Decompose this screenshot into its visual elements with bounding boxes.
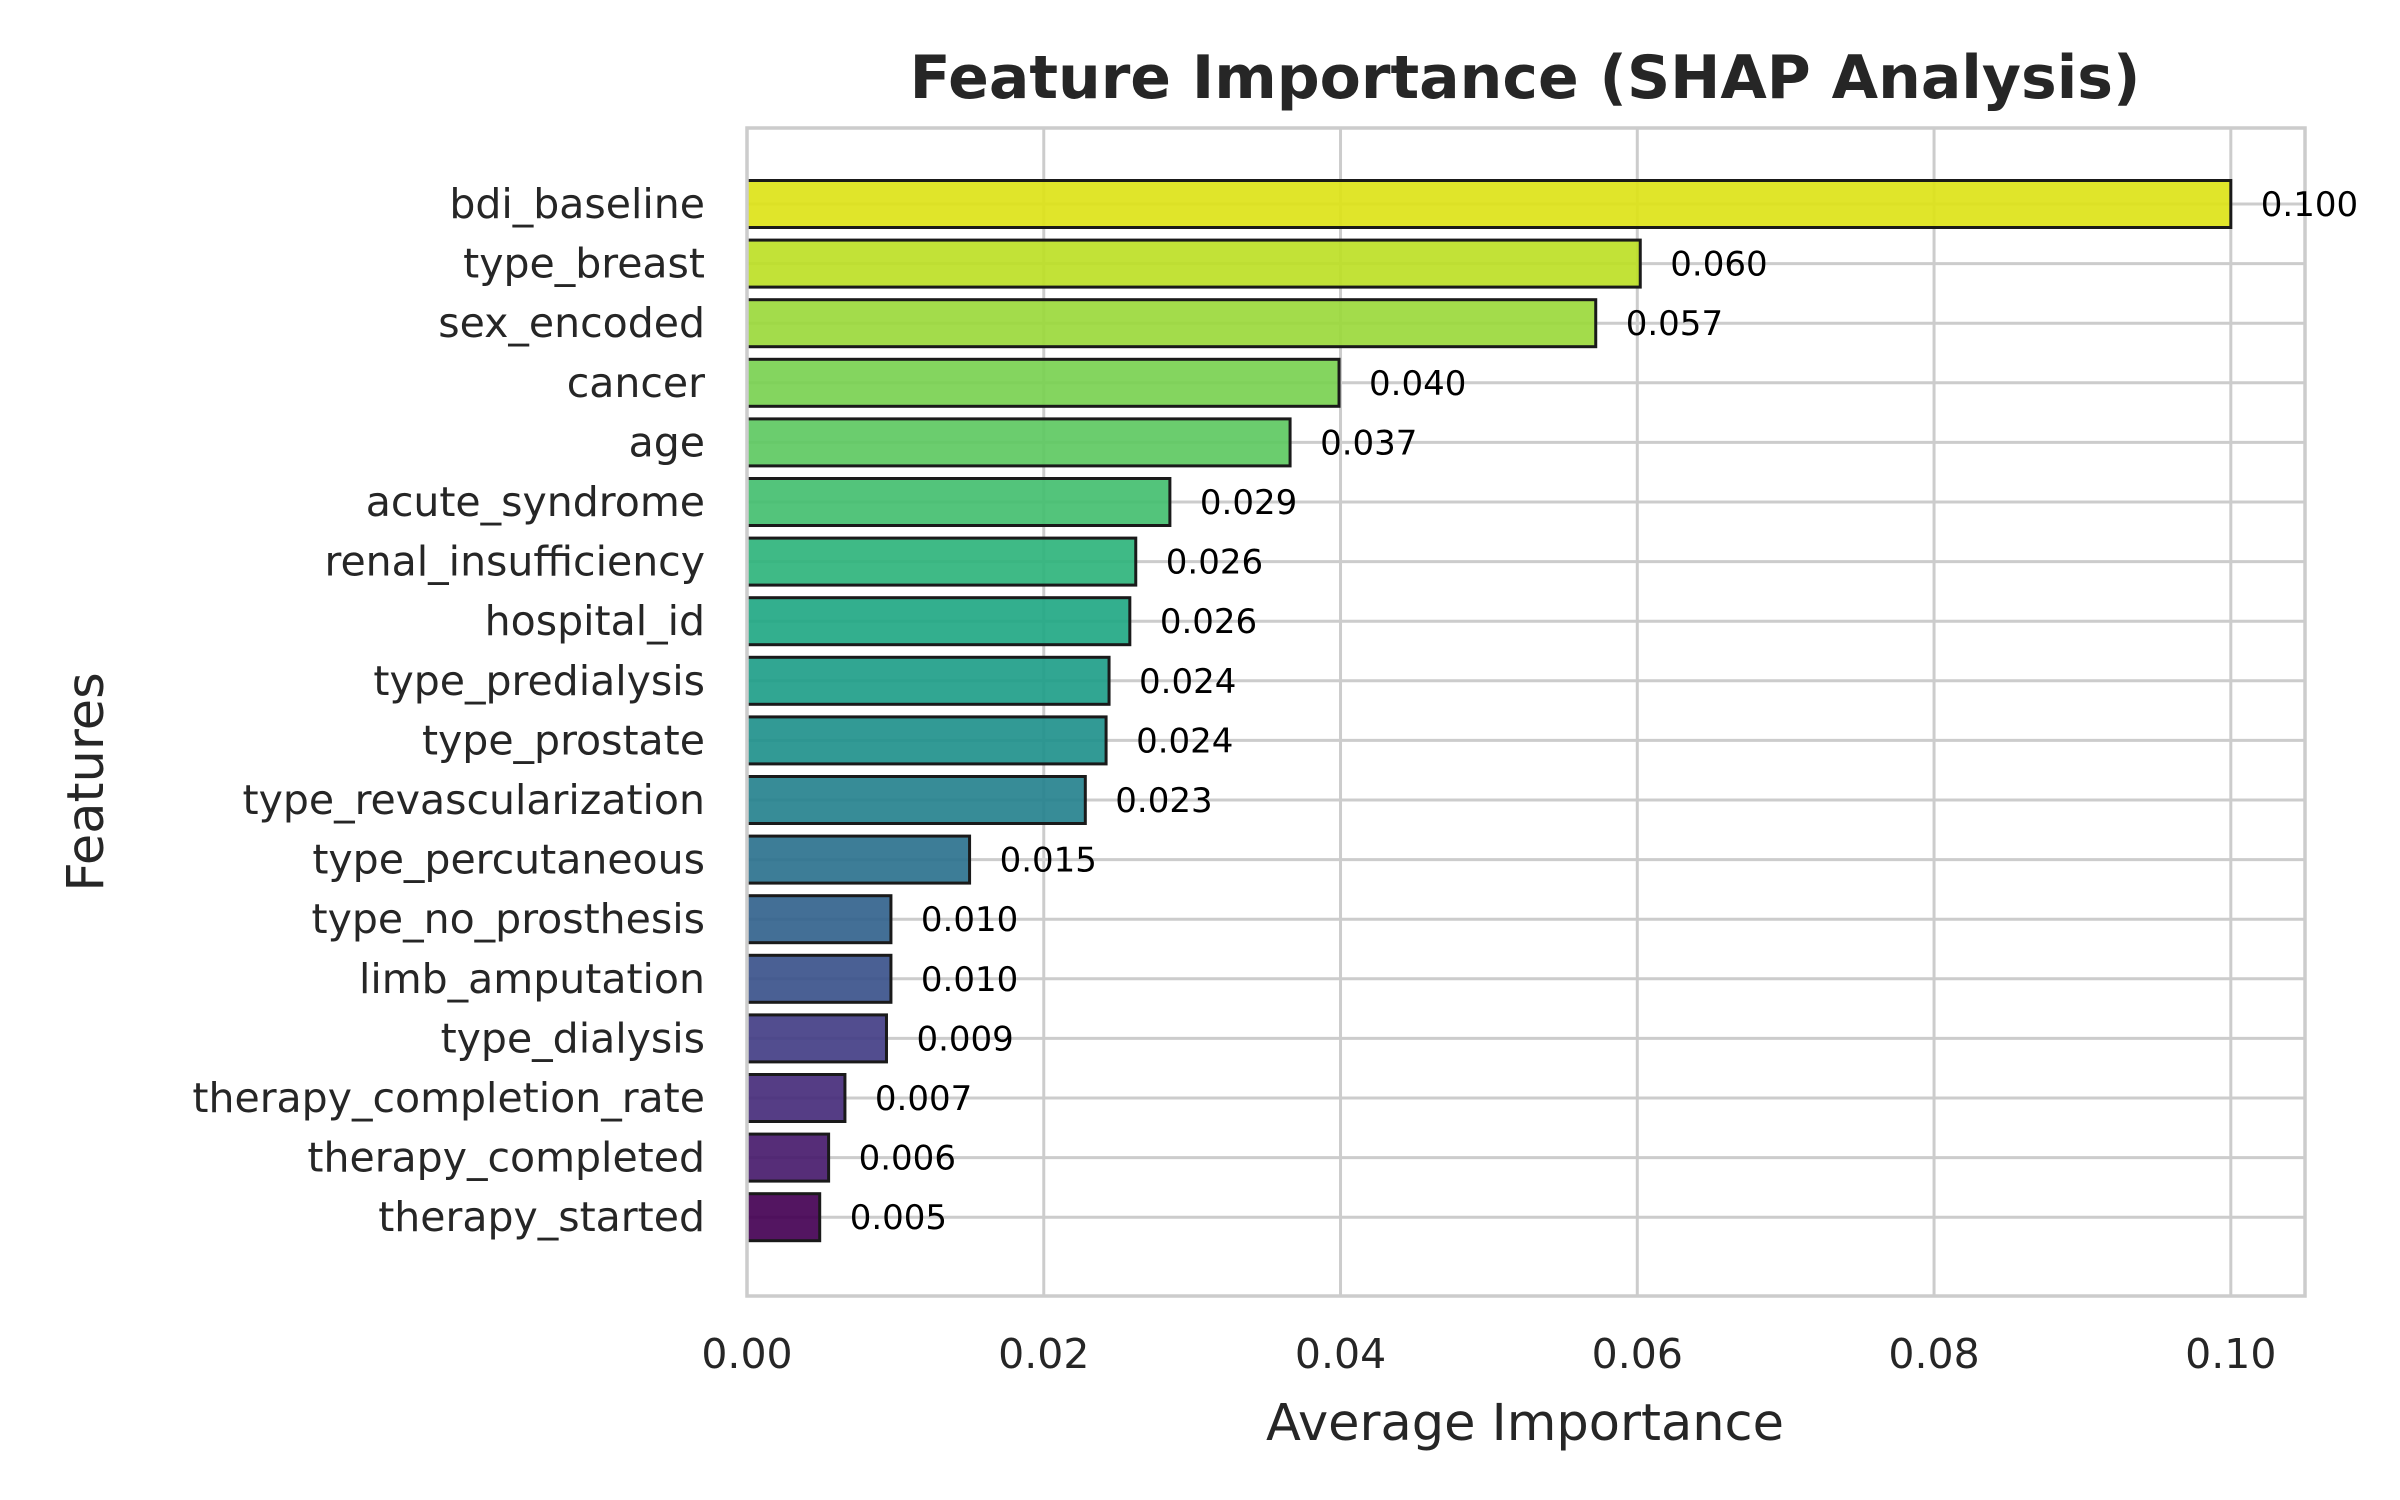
data-label: 0.010 xyxy=(921,960,1018,1000)
data-label: 0.026 xyxy=(1166,543,1263,583)
y-tick-label: hospital_id xyxy=(485,597,705,645)
bar xyxy=(745,596,1132,647)
x-tick-label: 0.00 xyxy=(701,1330,792,1378)
data-label: 0.057 xyxy=(1626,304,1723,344)
y-tick-label: type_predialysis xyxy=(373,657,705,705)
y-axis-label: Features xyxy=(57,672,116,891)
data-label: 0.005 xyxy=(850,1198,947,1238)
bar xyxy=(745,1013,888,1064)
y-tick-label: therapy_completed xyxy=(307,1134,705,1182)
x-tick-label: 0.08 xyxy=(1888,1330,1979,1378)
bar xyxy=(745,417,1292,468)
bars xyxy=(745,179,2233,1243)
bar xyxy=(745,477,1172,527)
data-label: 0.024 xyxy=(1139,662,1236,702)
data-label: 0.026 xyxy=(1160,602,1257,642)
y-tick-label: type_dialysis xyxy=(441,1014,705,1062)
data-label: 0.040 xyxy=(1369,364,1466,404)
bar xyxy=(745,298,1598,349)
bar xyxy=(745,1132,831,1183)
data-label: 0.024 xyxy=(1136,721,1233,761)
x-tick-label: 0.06 xyxy=(1592,1330,1683,1378)
y-tick-label: sex_encoded xyxy=(438,299,705,347)
x-axis-label: Average Importance xyxy=(1266,1394,1784,1453)
data-label: 0.009 xyxy=(916,1019,1013,1059)
x-tick-label: 0.10 xyxy=(2185,1330,2276,1378)
data-label: 0.060 xyxy=(1670,245,1767,285)
bar xyxy=(745,715,1108,766)
y-tick-label: acute_syndrome xyxy=(366,478,705,526)
bar xyxy=(745,1192,822,1243)
y-tick-label: age xyxy=(629,418,705,466)
y-tick-label: renal_insufficiency xyxy=(325,538,706,586)
data-label: 0.015 xyxy=(1000,841,1097,881)
chart-title: Feature Importance (SHAP Analysis) xyxy=(910,43,2141,113)
y-tick-label: therapy_started xyxy=(378,1193,705,1241)
bar xyxy=(745,1073,847,1123)
data-label: 0.023 xyxy=(1115,781,1212,821)
y-tick-label: limb_amputation xyxy=(359,955,705,1003)
y-tick-label: type_revascularization xyxy=(243,776,706,824)
y-tick-label: type_prostate xyxy=(422,716,705,764)
plot-frame xyxy=(745,126,2307,1298)
y-tick-label: bdi_baseline xyxy=(449,180,705,228)
data-label: 0.029 xyxy=(1200,483,1297,523)
data-label: 0.007 xyxy=(875,1079,972,1119)
y-tick-label: cancer xyxy=(567,359,705,407)
bar xyxy=(745,536,1138,587)
data-label: 0.010 xyxy=(921,900,1018,940)
bar xyxy=(745,775,1087,825)
bar xyxy=(745,894,893,945)
bar xyxy=(745,179,2233,229)
x-tick-label: 0.02 xyxy=(998,1330,1089,1378)
labels: 0.00 0.02 0.04 0.06 0.08 0.10 bdi_baseline 0.10… xyxy=(192,180,2358,1378)
y-tick-label: therapy_completion_rate xyxy=(192,1074,705,1122)
bar xyxy=(745,834,972,885)
bar xyxy=(745,357,1341,408)
bar xyxy=(745,655,1111,706)
y-tick-label: type_percutaneous xyxy=(312,836,705,884)
x-tick-label: 0.04 xyxy=(1295,1330,1386,1378)
data-label: 0.006 xyxy=(859,1139,956,1179)
bar xyxy=(745,953,893,1004)
data-label: 0.037 xyxy=(1320,423,1417,463)
y-tick-label: type_no_prosthesis xyxy=(312,895,705,943)
y-tick-label: type_breast xyxy=(463,240,705,288)
data-label: 0.100 xyxy=(2261,185,2358,225)
bar xyxy=(745,238,1642,289)
